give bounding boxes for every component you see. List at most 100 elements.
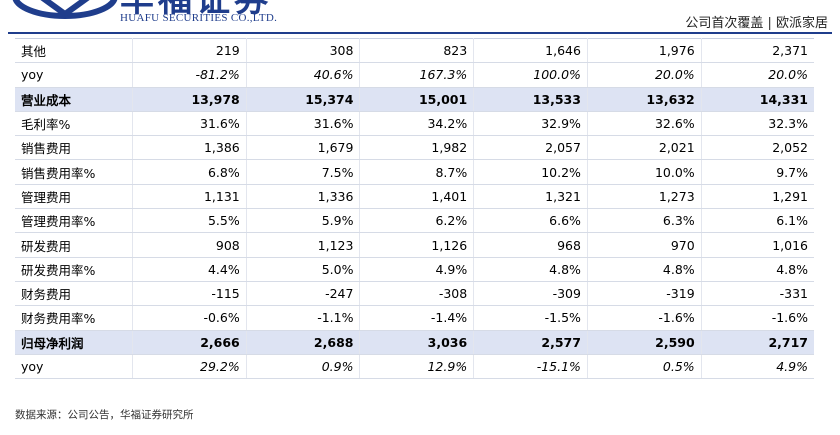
cell-value: -247: [245, 281, 360, 307]
cell-value: 20.0%: [586, 62, 702, 88]
table-row: yoy 29.2% 0.9% 12.9% -15.1% 0.5% 4.9%: [15, 354, 814, 380]
cell-value: 8.7%: [359, 159, 474, 185]
row-label: 财务费用: [15, 281, 133, 307]
cell-value: 34.2%: [359, 111, 474, 137]
cell-value: -1.6%: [700, 305, 814, 331]
table-row: 其他 219 308 823 1,646 1,976 2,371: [15, 38, 814, 64]
cell-value: 100.0%: [473, 62, 588, 88]
table-row: 营业成本 13,978 15,374 15,001 13,533 13,632 14,331: [15, 87, 814, 112]
financial-table: 其他 219 308 823 1,646 1,976 2,371 yoy -81.2% 40.6%…: [15, 38, 814, 380]
row-label: 其他: [15, 38, 133, 64]
row-label: 管理费用: [15, 184, 133, 210]
cell-value: 1,646: [473, 38, 588, 64]
cell-value: 14,331: [700, 87, 814, 112]
table-row: 研发费用率% 4.4% 5.0% 4.9% 4.8% 4.8% 4.8%: [15, 257, 814, 282]
row-label: 销售费用: [15, 135, 133, 161]
cell-value: -115: [132, 281, 247, 307]
cell-value: 1,386: [132, 135, 247, 161]
cell-value: 2,590: [586, 330, 702, 355]
cell-value: 4.9%: [700, 354, 814, 380]
cell-value: 823: [359, 38, 474, 64]
cell-value: -308: [359, 281, 474, 307]
table-row: 销售费用 1,386 1,679 1,982 2,057 2,021 2,052: [15, 135, 814, 161]
cell-value: 4.4%: [132, 257, 247, 282]
cell-value: -319: [586, 281, 702, 307]
cell-value: 1,273: [586, 184, 702, 210]
header-rule: [8, 32, 832, 34]
cell-value: 1,976: [586, 38, 702, 64]
cell-value: 29.2%: [132, 354, 247, 380]
cell-value: 20.0%: [700, 62, 814, 88]
cell-value: 15,374: [245, 87, 360, 112]
row-label: 销售费用率%: [15, 159, 133, 185]
cell-value: 32.6%: [586, 111, 702, 137]
cell-value: 13,533: [473, 87, 588, 112]
row-label: 研发费用: [15, 232, 133, 258]
row-label: yoy: [15, 354, 133, 380]
row-label: 研发费用率%: [15, 257, 133, 282]
cell-value: 10.0%: [586, 159, 702, 185]
cell-value: 968: [473, 232, 588, 258]
cell-value: -15.1%: [473, 354, 588, 380]
logo-text: 华福证券: [120, 0, 272, 20]
cell-value: 6.6%: [473, 208, 588, 234]
cell-value: 4.9%: [359, 257, 474, 282]
cell-value: -309: [473, 281, 588, 307]
cell-value: 1,016: [700, 232, 814, 258]
cell-value: 1,126: [359, 232, 474, 258]
cell-value: -0.6%: [132, 305, 247, 331]
cell-value: 2,666: [132, 330, 247, 355]
cell-value: 2,717: [700, 330, 814, 355]
table-row: 财务费用率% -0.6% -1.1% -1.4% -1.5% -1.6% -1.6%: [15, 305, 814, 331]
cell-value: 31.6%: [245, 111, 360, 137]
cell-value: 9.7%: [700, 159, 814, 185]
cell-value: 12.9%: [359, 354, 474, 380]
table-row: 毛利率% 31.6% 31.6% 34.2% 32.9% 32.6% 32.3%: [15, 111, 814, 137]
cell-value: 167.3%: [359, 62, 474, 88]
table-row: yoy -81.2% 40.6% 167.3% 100.0% 20.0% 20.0%: [15, 62, 814, 88]
source-note: 数据来源：公司公告，华福证券研究所: [15, 409, 194, 421]
cell-value: 219: [132, 38, 247, 64]
cell-value: 10.2%: [473, 159, 588, 185]
logo-mark: [12, 0, 118, 19]
table-row: 财务费用 -115 -247 -308 -309 -319 -331: [15, 281, 814, 307]
table-row: 销售费用率% 6.8% 7.5% 8.7% 10.2% 10.0% 9.7%: [15, 159, 814, 185]
row-label: yoy: [15, 62, 133, 88]
cell-value: 15,001: [359, 87, 474, 112]
row-label: 营业成本: [15, 87, 133, 112]
cell-value: -81.2%: [132, 62, 247, 88]
cell-value: 308: [245, 38, 360, 64]
cell-value: -1.6%: [586, 305, 702, 331]
row-label: 财务费用率%: [15, 305, 133, 331]
row-label: 毛利率%: [15, 111, 133, 137]
cell-value: 2,577: [473, 330, 588, 355]
cell-value: 2,057: [473, 135, 588, 161]
cell-value: 40.6%: [245, 62, 360, 88]
cell-value: 0.9%: [245, 354, 360, 380]
cell-value: 1,131: [132, 184, 247, 210]
cell-value: -1.1%: [245, 305, 360, 331]
cell-value: -331: [700, 281, 814, 307]
cell-value: 5.9%: [245, 208, 360, 234]
cell-value: -1.4%: [359, 305, 474, 331]
row-label: 管理费用率%: [15, 208, 133, 234]
cell-value: 2,021: [586, 135, 702, 161]
cell-value: 908: [132, 232, 247, 258]
cell-value: 32.3%: [700, 111, 814, 137]
cell-value: 4.8%: [700, 257, 814, 282]
cell-value: 7.5%: [245, 159, 360, 185]
cell-value: 2,371: [700, 38, 814, 64]
cell-value: 4.8%: [473, 257, 588, 282]
cell-value: -1.5%: [473, 305, 588, 331]
cell-value: 1,679: [245, 135, 360, 161]
cell-value: 31.6%: [132, 111, 247, 137]
company-name: HUAFU SECURITIES CO.,LTD.: [120, 12, 278, 24]
cell-value: 2,688: [245, 330, 360, 355]
cell-value: 970: [586, 232, 702, 258]
table-row: 管理费用 1,131 1,336 1,401 1,321 1,273 1,291: [15, 184, 814, 210]
table-row: 管理费用率% 5.5% 5.9% 6.2% 6.6% 6.3% 6.1%: [15, 208, 814, 234]
cell-value: 5.5%: [132, 208, 247, 234]
cell-value: 6.8%: [132, 159, 247, 185]
cell-value: 32.9%: [473, 111, 588, 137]
